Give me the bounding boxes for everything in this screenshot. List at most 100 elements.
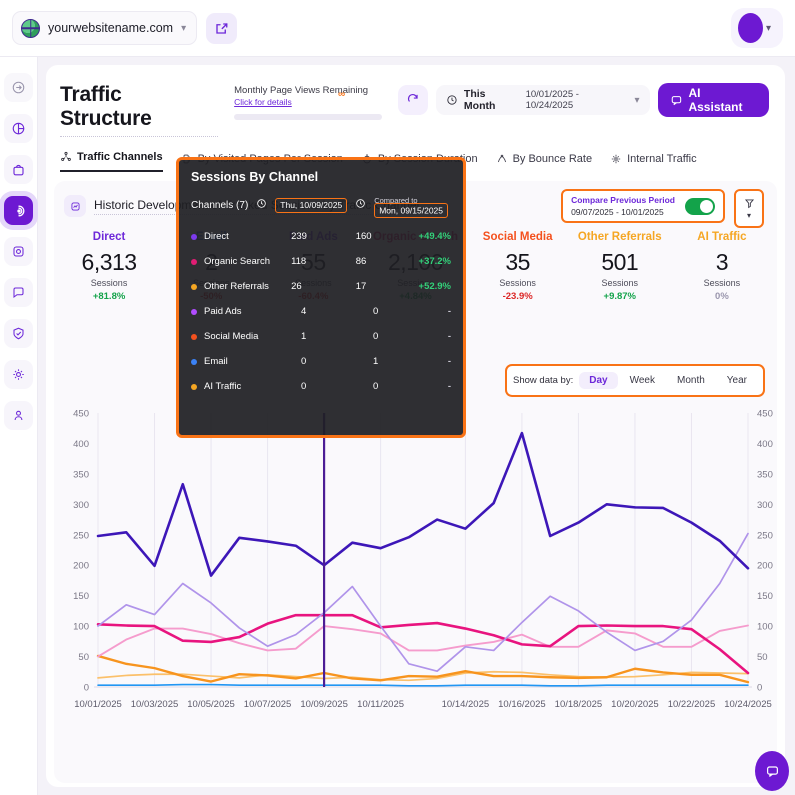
tooltip-row: Social Media 1 0 - xyxy=(191,324,451,349)
x-axis-tick-label: 10/14/2025 xyxy=(442,699,490,710)
network-icon xyxy=(611,154,621,164)
tooltip-row-delta: - xyxy=(447,331,451,342)
y-axis-tick-label: 400 xyxy=(757,439,773,450)
filter-button[interactable]: ▾ xyxy=(734,189,764,228)
kpi-value: 35 xyxy=(505,249,530,275)
compare-toggle[interactable] xyxy=(685,197,715,215)
tab-label: Internal Traffic xyxy=(627,153,697,165)
tooltip-date[interactable]: Thu, 10/09/2025 xyxy=(275,197,348,213)
tooltip-row-current: 239 xyxy=(291,231,307,242)
sidebar-item-traffic[interactable] xyxy=(4,196,33,225)
y-axis-tick-label: 200 xyxy=(73,561,89,572)
kpi-delta: -23.9% xyxy=(502,291,533,302)
tooltip-row-delta: - xyxy=(447,356,451,367)
pageviews-block: Monthly Page Views Remaining Click for d… xyxy=(234,85,383,120)
sessions-line-chart[interactable]: 0 0 50 50 100 100 150 150 200 200 250 250 300 300 350 3… xyxy=(58,403,773,777)
y-axis-tick-label: 250 xyxy=(757,530,773,541)
kpi-card[interactable]: Social Media 35 Sessions -23.9% xyxy=(467,231,569,302)
date-range-picker[interactable]: This Month 10/01/2025 - 10/24/2025 ▾ xyxy=(435,85,650,115)
chevron-down-icon: ▾ xyxy=(634,94,640,106)
tooltip-row-previous: 86 xyxy=(355,256,367,267)
tooltip-row-label: Direct xyxy=(204,231,229,242)
pageviews-infinity: ∞ xyxy=(338,89,346,100)
show-data-by-month[interactable]: Month xyxy=(676,375,705,386)
y-axis-tick-label: 300 xyxy=(73,500,89,511)
pageviews-details-link[interactable]: Click for details xyxy=(234,97,292,107)
funnel-icon xyxy=(744,199,754,209)
ai-assistant-button[interactable]: AI Assistant xyxy=(657,83,769,117)
x-axis-tick-label: 10/11/2025 xyxy=(357,699,404,710)
x-axis-tick-label: 10/24/2025 xyxy=(724,699,772,710)
page-header: Traffic Structure Monthly Page Views Rem… xyxy=(46,65,785,137)
series-line-email xyxy=(97,683,749,687)
tooltip-row-delta: +37.2% xyxy=(418,256,452,267)
tooltip-row-current: 26 xyxy=(291,281,302,292)
y-axis-tick-label: 100 xyxy=(73,622,89,633)
compare-previous-period[interactable]: Compare Previous Period 09/07/2025 - 10/… xyxy=(561,189,725,223)
series-line-ai-traffic xyxy=(97,670,749,682)
tooltip-row-label: Email xyxy=(204,356,228,367)
sidebar-item-settings[interactable] xyxy=(4,360,33,389)
kpi-value: 501 xyxy=(601,249,639,275)
kpi-name: Direct xyxy=(92,231,126,243)
y-axis-tick-label: 350 xyxy=(73,469,89,480)
show-data-by-control: Show data by: Day Week Month Year xyxy=(505,364,765,397)
show-data-by-week[interactable]: Week xyxy=(629,375,655,386)
kpi-value: 3 xyxy=(715,249,729,275)
tab-internal-traffic[interactable]: Internal Traffic xyxy=(610,153,697,172)
tooltip-row-label: Other Referrals xyxy=(204,281,269,292)
kpi-unit: Sessions xyxy=(499,278,536,288)
y-axis-tick-label: 0 xyxy=(84,683,89,694)
tooltip-compared-to-label: Compared to xyxy=(374,196,418,205)
tooltip-row-current: 4 xyxy=(301,306,307,317)
main-content: Traffic Structure Monthly Page Views Rem… xyxy=(38,57,795,795)
tooltip-row: Other Referrals 26 17 +52.9% xyxy=(191,274,451,299)
tooltip-row-label: Social Media xyxy=(204,331,259,342)
tab-traffic-channels[interactable]: Traffic Channels xyxy=(60,151,163,172)
tooltip-rows: Direct 239 160 +49.4% Organic Search 118 86 +37… xyxy=(191,224,451,399)
series-line-organic-search xyxy=(96,613,750,675)
kpi-card[interactable]: Direct 6,313 Sessions +81.8% xyxy=(58,231,160,302)
sidebar-item-privacy[interactable] xyxy=(4,319,33,348)
sidebar-item-messages[interactable] xyxy=(4,278,33,307)
external-link-icon[interactable] xyxy=(206,12,238,44)
sidebar-item-analytics[interactable] xyxy=(4,114,33,143)
tooltip-row-current: 0 xyxy=(301,356,307,367)
tab-bounce-rate[interactable]: By Bounce Rate xyxy=(496,153,592,172)
tooltip-row: Organic Search 118 86 +37.2% xyxy=(191,249,451,274)
show-data-by-label: Show data by: xyxy=(513,375,574,386)
compare-range: 09/07/2025 - 10/01/2025 xyxy=(571,207,664,217)
pageviews-label: Monthly Page Views Remaining xyxy=(234,85,369,96)
kpi-card[interactable]: Other Referrals 501 Sessions +9.87% xyxy=(569,231,671,302)
sidebar-item-logout[interactable] xyxy=(4,73,33,102)
sidebar-item-goals[interactable] xyxy=(4,237,33,266)
tooltip-compared-date[interactable]: Mon, 09/15/2025 xyxy=(374,202,449,218)
y-axis-tick-label: 450 xyxy=(73,409,89,420)
chat-fab-button[interactable] xyxy=(755,751,789,791)
kpi-card[interactable]: AI Traffic 3 Sessions 0% xyxy=(671,231,773,302)
x-axis-tick-label: 10/09/2025 xyxy=(300,699,348,710)
tooltip-row-label: Organic Search xyxy=(204,256,271,267)
tooltip-row-label: Paid Ads xyxy=(204,306,242,317)
user-menu[interactable]: ▾ xyxy=(731,8,783,48)
show-data-by-day[interactable]: Day xyxy=(579,372,618,389)
compare-label: Compare Previous Period xyxy=(571,195,675,205)
site-selector[interactable]: yourwebsitename.com ▾ xyxy=(12,11,198,45)
y-axis-tick-label: 150 xyxy=(757,591,773,602)
refresh-icon[interactable] xyxy=(398,85,428,115)
series-line-direct xyxy=(96,431,750,577)
series-line-paid-ads xyxy=(97,532,749,673)
date-preset-label: This Month xyxy=(463,88,496,112)
tooltip-row: Paid Ads 4 0 - xyxy=(191,299,451,324)
globe-icon xyxy=(21,18,40,38)
chart-svg: 0 0 50 50 100 100 150 150 200 200 250 250 300 300 350 3… xyxy=(73,409,773,711)
chart-section: Historic Development of Tracked Sessions… xyxy=(54,181,777,783)
kpi-delta: +9.87% xyxy=(603,291,637,302)
date-range-label: 10/01/2025 - 10/24/2025 xyxy=(525,89,579,111)
y-axis-tick-label: 400 xyxy=(73,439,89,450)
show-data-by-year[interactable]: Year xyxy=(726,375,747,386)
sidebar-item-ecommerce[interactable] xyxy=(4,155,33,184)
sidebar-item-visitors[interactable] xyxy=(4,401,33,430)
avatar xyxy=(738,13,763,43)
share-nodes-icon xyxy=(61,151,71,161)
